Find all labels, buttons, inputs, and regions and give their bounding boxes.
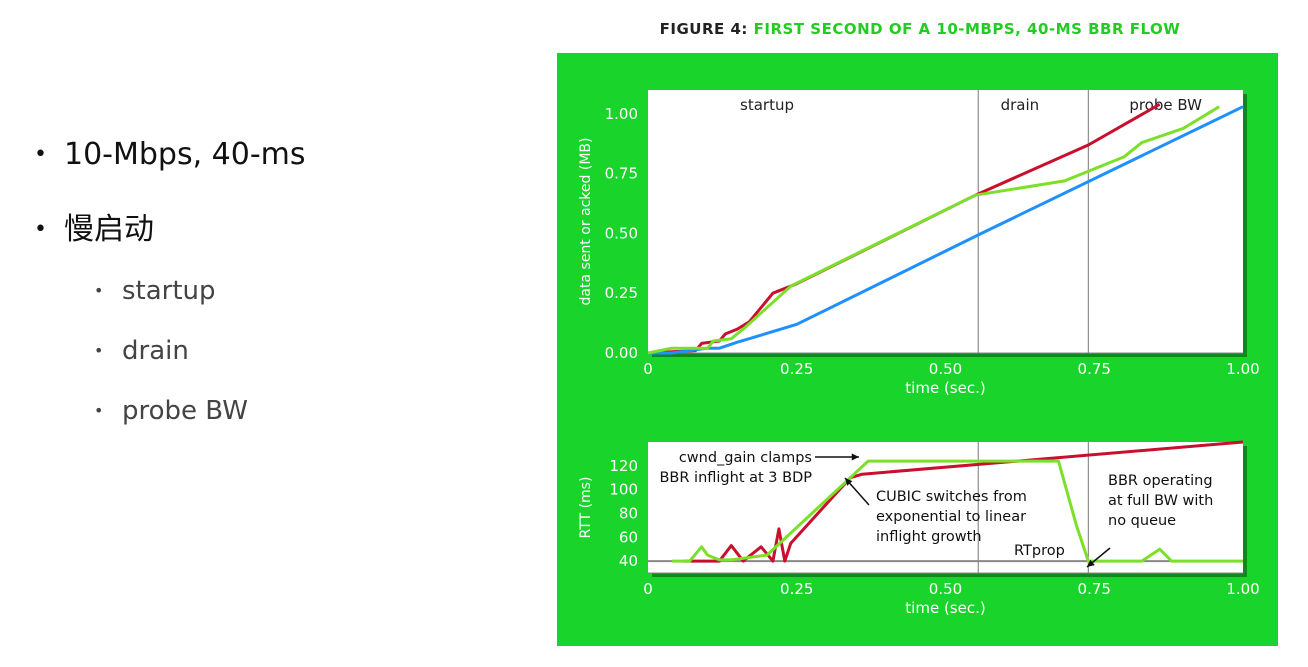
x-tick-label: 0.25 — [780, 580, 813, 598]
y-axis-label: data sent or acked (MB) — [578, 138, 594, 306]
phase-label: startup — [740, 96, 794, 114]
x-axis-label: time (sec.) — [905, 599, 985, 617]
x-tick-label: 0.50 — [929, 360, 962, 378]
x-tick-label: 0.50 — [929, 580, 962, 598]
plot-area — [648, 90, 1243, 353]
figure-heading: FIRST SECOND OF A 10-MBPS, 40-MS BBR FLO… — [753, 20, 1181, 38]
x-tick-label: 0 — [643, 580, 653, 598]
bullet-text: probe BW — [122, 396, 248, 426]
series-line — [671, 459, 1243, 563]
x-axis-label: time (sec.) — [905, 379, 985, 397]
y-tick-label: 100 — [609, 481, 638, 499]
bullet-dot: • — [94, 401, 104, 420]
bullet-text: 10-Mbps, 40-ms — [64, 137, 306, 172]
arrow-head — [851, 453, 859, 461]
annotation: cwnd_gain clamps BBR inflight at 3 BDP — [659, 450, 812, 486]
phase-label: drain — [1001, 96, 1040, 114]
x-tick-label: 1.00 — [1226, 360, 1259, 378]
phase-label: probe BW — [1129, 96, 1202, 114]
arrow-head — [845, 478, 853, 486]
y-axis-label: RTT (ms) — [578, 477, 594, 539]
figure-panel: startup drain probe BW 0 0.25 0.50 0.75 1.00 0.0… — [557, 53, 1278, 646]
annotation-line: inflight growth — [876, 529, 982, 545]
y-tick-label: 0.00 — [605, 344, 638, 362]
annotation: CUBIC switches from exponential to linear… — [876, 489, 1027, 545]
bullet-dot: • — [34, 142, 47, 167]
y-tick-label: 1.00 — [605, 105, 638, 123]
figure-svg: startup drain probe BW 0 0.25 0.50 0.75 1.00 0.0… — [578, 90, 1260, 617]
annotation-line: CUBIC switches from — [876, 489, 1027, 505]
annotation-line: no queue — [1108, 513, 1176, 529]
y-tick-label: 60 — [619, 528, 638, 546]
plot-area — [648, 442, 1243, 573]
annotation-line: exponential to linear — [876, 509, 1026, 525]
series-line — [647, 105, 1220, 355]
annotation: BBR operating at full BW with no queue — [1108, 473, 1213, 529]
annotation-line: BBR inflight at 3 BDP — [659, 470, 812, 486]
y-tick-label: 0.25 — [605, 284, 638, 302]
bullet-text: drain — [122, 336, 189, 366]
bullet-text: 慢启动 — [64, 212, 154, 247]
bullet-dot: • — [34, 217, 47, 242]
x-tick-label: 1.00 — [1226, 580, 1259, 598]
y-tick-label: 120 — [609, 457, 638, 475]
x-tick-label: 0.75 — [1078, 580, 1111, 598]
bullet-dot: • — [94, 281, 104, 300]
annotation-line: RTprop — [1014, 543, 1065, 559]
annotation-line: at full BW with — [1108, 493, 1213, 509]
x-tick-label: 0.25 — [780, 360, 813, 378]
bullet-text: startup — [122, 276, 216, 306]
bullet-dot: • — [94, 341, 104, 360]
annotation: RTprop — [1014, 543, 1065, 559]
y-tick-label: 0.50 — [605, 224, 638, 242]
x-tick-label: 0 — [643, 360, 653, 378]
y-tick-label: 80 — [619, 504, 638, 522]
y-tick-label: 40 — [619, 552, 638, 570]
bullet-list: • 10-Mbps, 40-ms • 慢启动 • startup • drain… — [0, 0, 540, 667]
figure-title: FIGURE 4: FIRST SECOND OF A 10-MBPS, 40-… — [560, 20, 1280, 38]
arrow-head — [1087, 559, 1095, 567]
figure-prefix: FIGURE 4: — [659, 20, 754, 38]
y-tick-label: 0.75 — [605, 165, 638, 183]
annotation-line: BBR operating — [1108, 473, 1213, 489]
x-tick-label: 0.75 — [1078, 360, 1111, 378]
series-line — [648, 105, 1244, 355]
annotation-line: cwnd_gain clamps — [679, 450, 812, 466]
